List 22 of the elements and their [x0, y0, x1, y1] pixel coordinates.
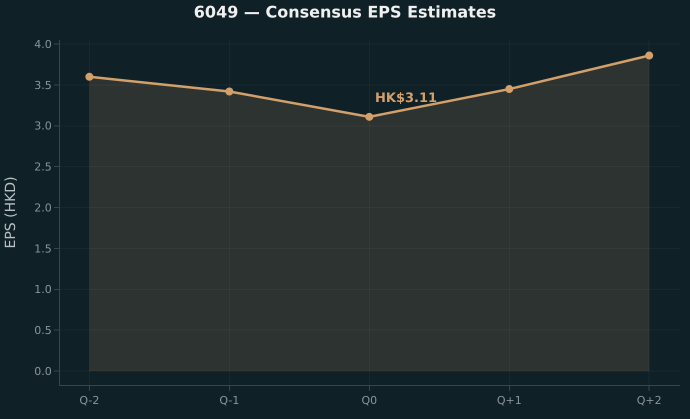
x-tick-label: Q-2: [79, 394, 100, 408]
y-tick-label: 2.5: [34, 160, 52, 174]
y-tick-label: 3.0: [34, 120, 52, 133]
y-tick-label: 3.5: [34, 78, 52, 92]
y-tick-label: 1.0: [34, 283, 52, 296]
y-axis-title: EPS (HKD): [2, 176, 19, 249]
point: [505, 85, 514, 94]
x-tick-label: Q0: [361, 394, 378, 408]
x-tick-label: Q+1: [496, 394, 522, 408]
point: [365, 112, 374, 121]
y-tick-label: 1.5: [34, 242, 52, 256]
point: [225, 88, 234, 96]
point: [645, 52, 654, 60]
chart-title: 6049 — Consensus EPS Estimates: [194, 2, 496, 22]
y-tick-label: 4.0: [34, 38, 52, 51]
y-tick-label: 2.0: [34, 201, 52, 214]
point: [85, 72, 94, 81]
x-tick-label: Q+2: [636, 394, 662, 408]
y-tick-label: 0.5: [34, 324, 52, 338]
x-tick-label: Q-1: [219, 394, 240, 408]
annotation: HK$3.11: [375, 91, 438, 106]
y-tick-label: 0.0: [34, 364, 52, 378]
